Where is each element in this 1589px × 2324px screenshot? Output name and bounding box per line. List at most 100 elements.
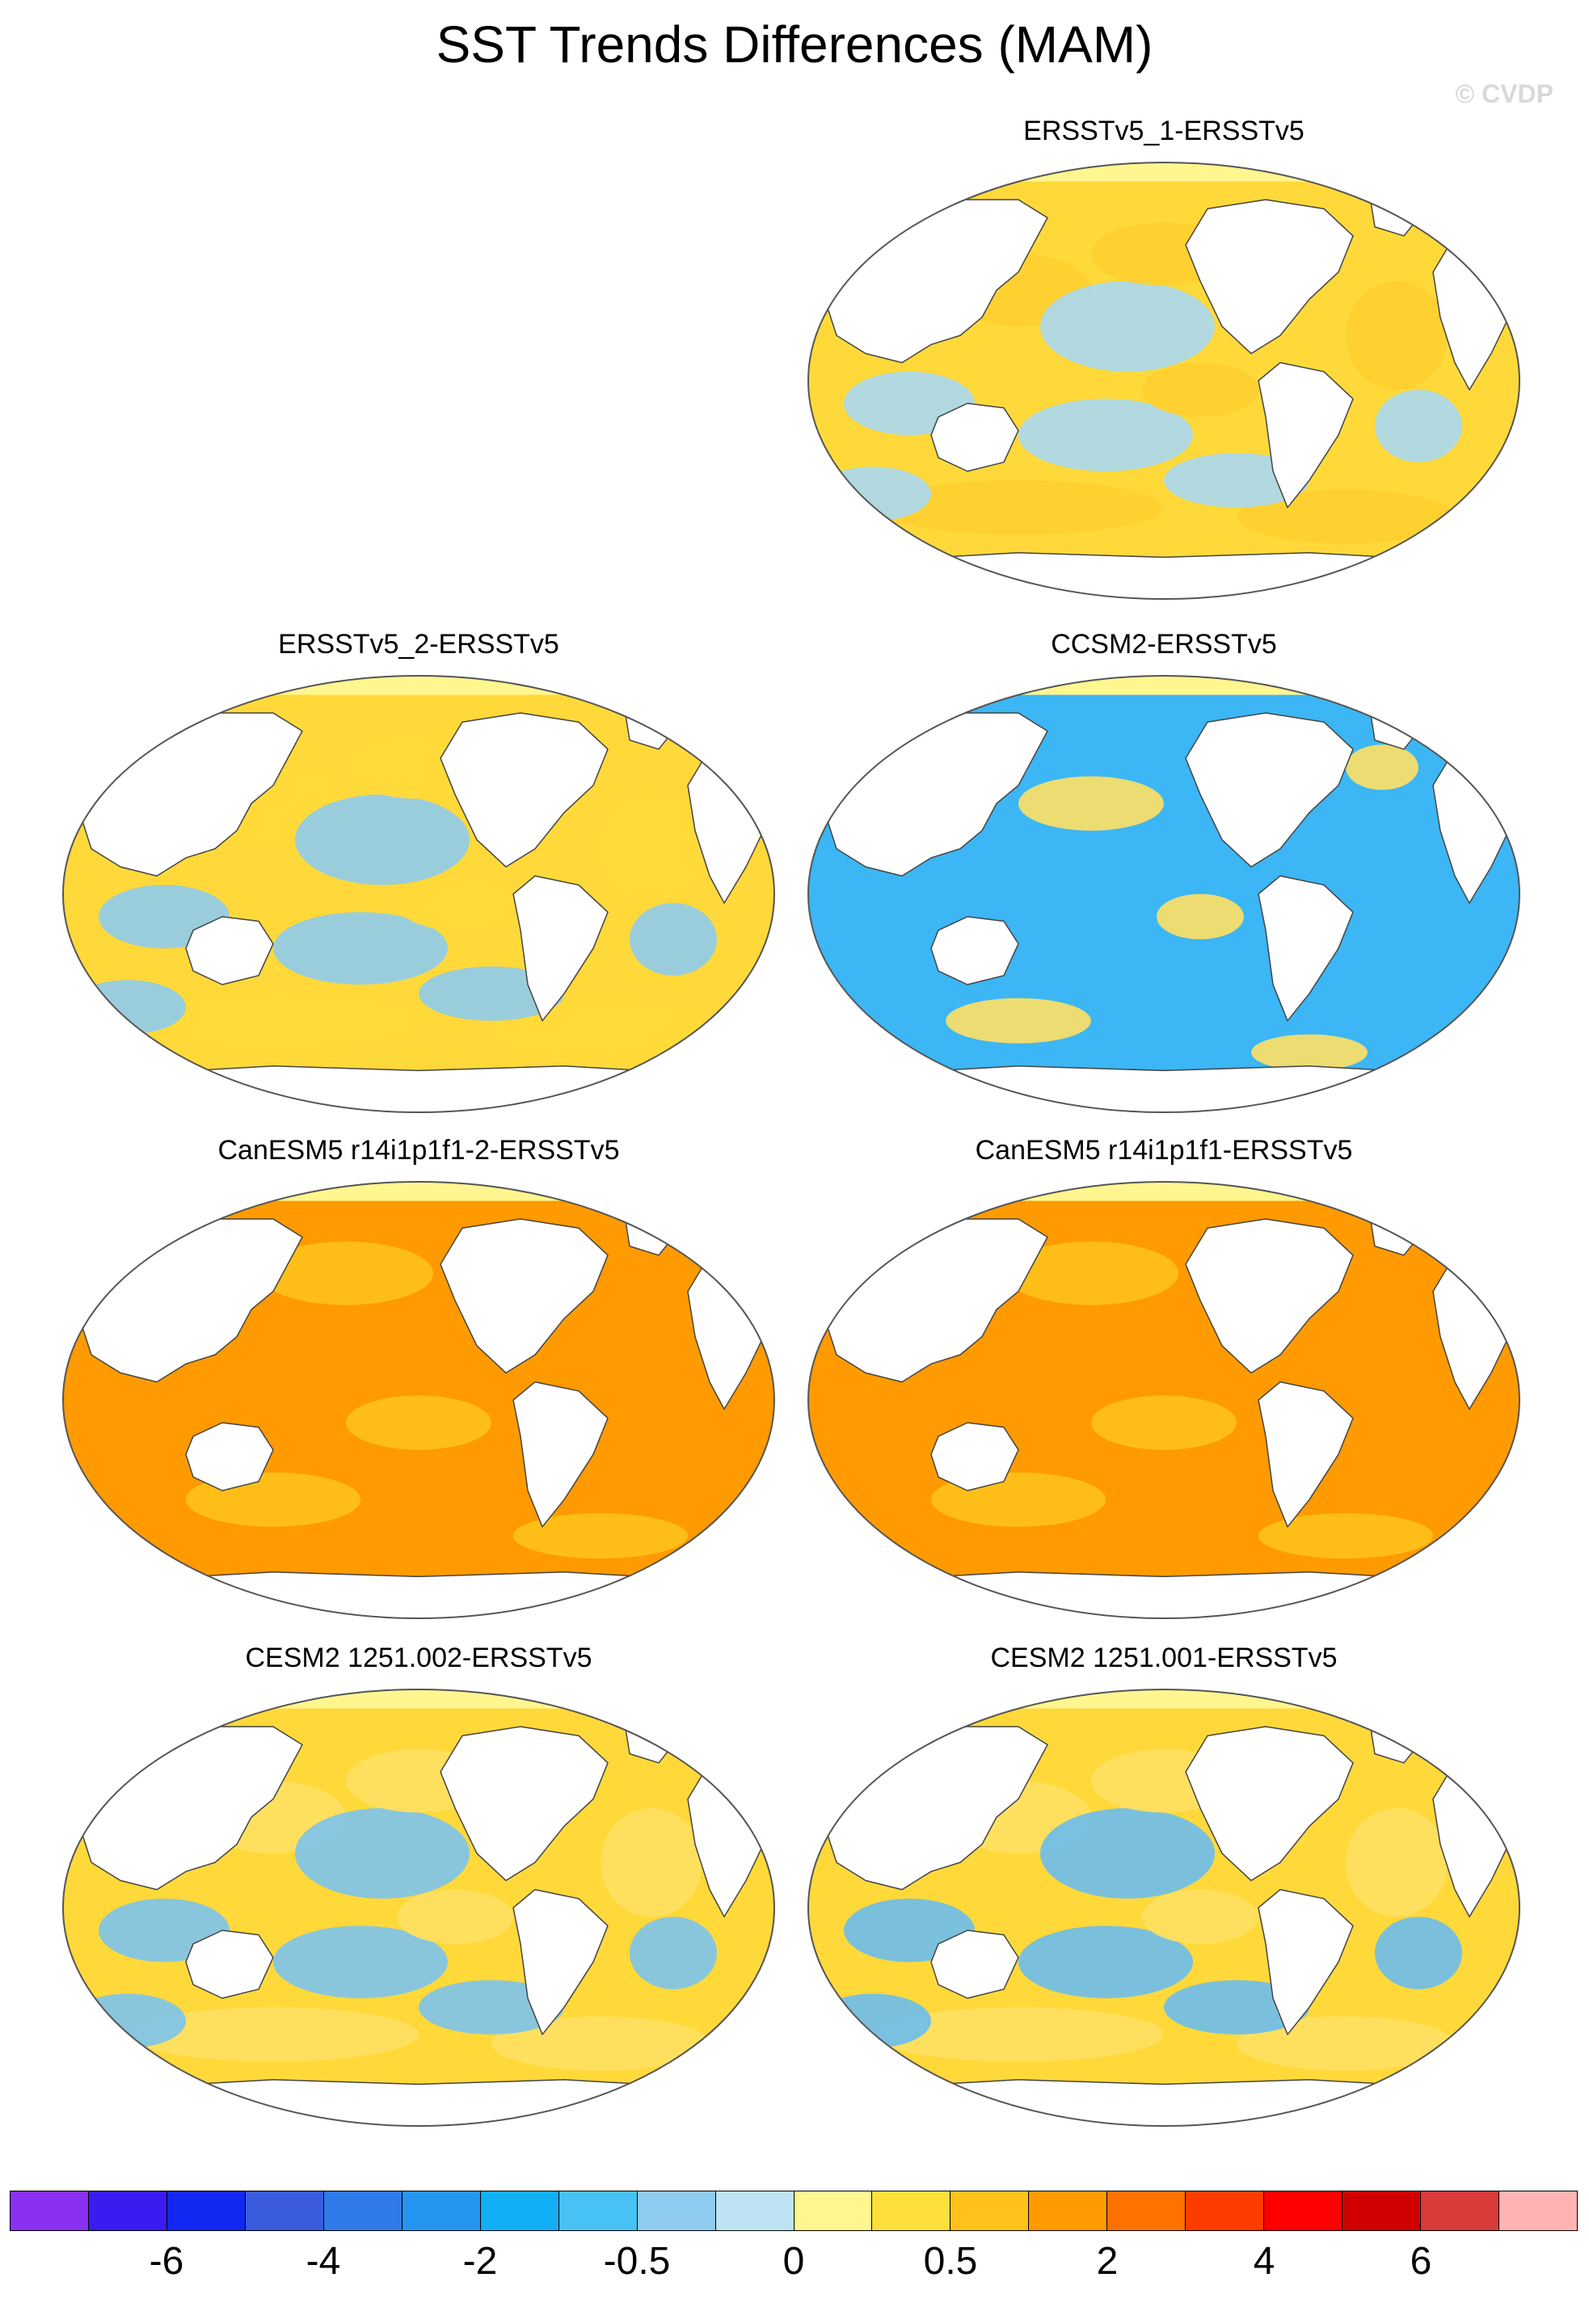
robinson-map	[62, 1181, 775, 1619]
north-america-landmass	[440, 1726, 609, 1882]
robinson-map	[807, 1689, 1520, 2127]
colorbar-box	[11, 2191, 89, 2230]
colorbar-box	[88, 2191, 167, 2230]
arctic-band	[808, 162, 1519, 182]
anomaly-region	[1018, 776, 1164, 831]
colorbar-box	[637, 2191, 716, 2230]
arctic-band	[808, 676, 1519, 695]
panel-title: CCSM2-ERSSTv5	[1051, 629, 1277, 660]
anomaly-region	[1040, 1807, 1215, 1899]
colorbar-box	[1499, 2191, 1578, 2230]
north-america-landmass	[1185, 1218, 1354, 1374]
anomaly-region	[1375, 390, 1462, 462]
robinson-map	[62, 675, 775, 1113]
robinson-map	[62, 1689, 775, 2127]
colorbar-labels: -6 -4 -2 -0.5 0 0.5 2 4 6	[10, 2239, 1578, 2288]
colorbar-tick-label: -0.5	[603, 2240, 671, 2283]
north-america-landmass	[440, 712, 609, 868]
anomaly-region	[1258, 1513, 1433, 1558]
colorbar-box	[558, 2191, 638, 2230]
colorbar-tick-label: 2	[1096, 2240, 1119, 2283]
robinson-map	[807, 162, 1520, 600]
colorbar-box	[715, 2191, 794, 2230]
anomaly-region	[601, 1807, 702, 1917]
south-america-landmass	[1258, 1888, 1354, 2035]
anomaly-region	[1018, 399, 1193, 471]
anomaly-region	[1346, 280, 1448, 390]
arctic-band	[63, 1689, 774, 1709]
colorbar-box	[872, 2191, 951, 2230]
anomaly-region	[946, 998, 1091, 1044]
map-frame	[807, 1689, 1520, 2127]
ocean-field	[808, 676, 1519, 1112]
anomaly-region	[1004, 1242, 1178, 1305]
anomaly-region	[601, 794, 702, 904]
north-america-landmass	[1185, 712, 1354, 868]
colorbar-box	[1264, 2191, 1343, 2230]
anomaly-region	[397, 875, 513, 930]
australia-landmass	[185, 916, 274, 985]
anomaly-region	[1375, 1917, 1462, 1989]
colorbar-box	[245, 2191, 324, 2230]
anomaly-region	[513, 1513, 688, 1558]
colorbar-box	[480, 2191, 559, 2230]
map-field	[808, 1689, 1519, 2126]
anomaly-region	[295, 1807, 470, 1899]
north-america-landmass	[1185, 199, 1354, 355]
anomaly-region	[1346, 1807, 1448, 1917]
australia-landmass	[185, 1422, 274, 1491]
australia-landmass	[185, 1930, 274, 1999]
north-america-landmass	[1185, 1726, 1354, 1882]
panel-title: CESM2 1251.001-ERSSTv5	[990, 1643, 1338, 1673]
panel-title: ERSSTv5_1-ERSSTv5	[1023, 116, 1304, 146]
colorbar-box	[1342, 2191, 1422, 2230]
anomaly-region	[1157, 894, 1244, 939]
map-frame	[807, 1181, 1520, 1619]
anomaly-region	[630, 903, 717, 976]
arctic-band	[808, 1689, 1519, 1709]
cvdp-credit: © CVDP	[1455, 79, 1553, 108]
map-field	[808, 162, 1519, 599]
anomaly-region	[630, 1917, 717, 1989]
colorbar-box	[950, 2191, 1030, 2230]
map-field	[63, 1182, 774, 1618]
map-field	[63, 676, 774, 1112]
anomaly-region	[295, 794, 470, 885]
map-frame	[62, 1689, 775, 2127]
anomaly-region	[259, 1242, 433, 1305]
australia-landmass	[930, 403, 1019, 472]
map-field	[808, 676, 1519, 1112]
anomaly-region	[1142, 1889, 1258, 1944]
map-frame	[62, 675, 775, 1113]
colorbar-tick-label: -2	[462, 2240, 498, 2283]
anomaly-region	[273, 912, 448, 985]
arctic-band	[808, 1182, 1519, 1201]
colorbar-tick-label: 0	[782, 2240, 805, 2283]
north-america-landmass	[440, 1218, 609, 1374]
anomaly-region	[397, 1889, 513, 1944]
colorbar-box	[323, 2191, 403, 2230]
arctic-band	[63, 1182, 774, 1201]
south-america-landmass	[1258, 1381, 1354, 1528]
colorbar-box	[1421, 2191, 1500, 2230]
colorbar-tick-label: 4	[1253, 2240, 1275, 2283]
map-field	[808, 1182, 1519, 1618]
map-frame	[807, 162, 1520, 600]
australia-landmass	[930, 916, 1019, 985]
anomaly-region	[815, 1993, 931, 2048]
colorbar-tick-label: -4	[306, 2240, 341, 2283]
colorbar-box	[1029, 2191, 1108, 2230]
arctic-band	[63, 676, 774, 695]
colorbar-tick-label: 6	[1410, 2240, 1432, 2283]
south-america-landmass	[512, 875, 609, 1022]
map-frame	[62, 1181, 775, 1619]
colorbar	[10, 2191, 1578, 2231]
south-america-landmass	[512, 1381, 609, 1528]
colorbar-tick-label: 0.5	[923, 2240, 978, 2283]
anomaly-region	[70, 1993, 186, 2048]
australia-landmass	[930, 1422, 1019, 1491]
anomaly-region	[1251, 1034, 1368, 1071]
anomaly-region	[1018, 1925, 1193, 1998]
colorbar-box	[166, 2191, 246, 2230]
south-america-landmass	[1258, 875, 1354, 1022]
